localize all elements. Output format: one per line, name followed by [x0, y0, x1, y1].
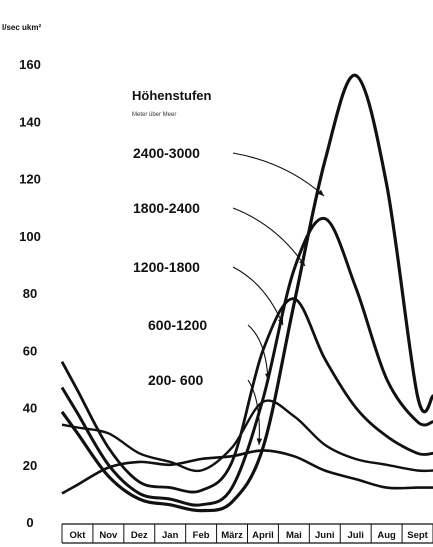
x-tick-label: Juni: [315, 530, 335, 541]
series-line: [60, 297, 433, 494]
arrowhead: [256, 438, 263, 445]
label-arrow: [247, 324, 269, 381]
arrowhead: [317, 189, 324, 196]
y-tick-label: 40: [23, 401, 37, 416]
label-arrow: [232, 266, 284, 326]
label-arrow: [247, 379, 260, 446]
series-label: 600-1200: [148, 317, 207, 333]
series-line: [60, 73, 433, 513]
y-tick-label: 120: [19, 172, 41, 187]
x-tick-label: Aug: [377, 530, 396, 541]
series-line: [61, 399, 433, 473]
series-label: 200- 600: [148, 372, 203, 388]
y-tick-label: 140: [19, 114, 41, 129]
x-tick-label: Jan: [162, 530, 179, 541]
y-tick-label: 100: [19, 229, 41, 244]
x-tick-label: Sept: [407, 530, 428, 541]
label-arrow: [232, 152, 325, 197]
series-line: [61, 449, 433, 495]
x-tick-label: Dez: [131, 530, 148, 541]
x-tick-label: Okt: [70, 530, 87, 541]
arrowhead: [299, 259, 305, 266]
series-lines: [60, 73, 433, 513]
x-tick-label: Juli: [348, 530, 364, 541]
y-tick-label: 60: [23, 343, 37, 358]
legend-title: Höhenstufen: [132, 88, 212, 103]
x-tick-label: April: [252, 530, 274, 541]
series-line: [60, 217, 433, 507]
legend-subtitle: Meter über Meer: [132, 112, 176, 118]
x-axis: Okt Nov Dez Jan Feb März April Mai Juni Juli Aug Se…: [61, 523, 433, 544]
x-tick-label: Nov: [99, 530, 118, 541]
label-arrow: [232, 207, 306, 267]
series-label: 1200-1800: [133, 259, 200, 275]
x-tick-label: Feb: [193, 530, 210, 541]
y-tick-label: 20: [23, 458, 37, 473]
x-tick-label: März: [221, 530, 243, 541]
arrowhead: [265, 373, 271, 380]
y-axis-ticks: 0 20 40 60 80 100 120 140 160: [19, 57, 41, 530]
y-tick-label: 0: [26, 515, 33, 530]
series-label: 2400-3000: [133, 145, 200, 161]
series-labels: 2400-3000 1800-2400 1200-1800 600-1200 200- …: [133, 145, 207, 388]
y-axis-label: l/sec ukm²: [2, 23, 41, 32]
series-label: 1800-2400: [133, 200, 200, 216]
x-tick-label: Mai: [286, 530, 302, 541]
label-arrows: [232, 152, 325, 446]
y-tick-label: 80: [23, 286, 37, 301]
y-tick-label: 160: [19, 57, 41, 72]
arrowhead: [278, 318, 283, 325]
